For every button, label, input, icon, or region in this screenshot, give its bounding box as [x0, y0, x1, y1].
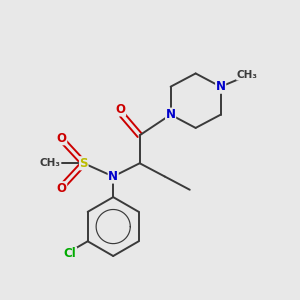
Text: S: S — [80, 157, 88, 170]
Text: CH₃: CH₃ — [237, 70, 258, 80]
Text: Cl: Cl — [64, 247, 76, 260]
Text: N: N — [108, 170, 118, 183]
Text: O: O — [57, 182, 67, 195]
Text: O: O — [57, 132, 67, 145]
Text: N: N — [216, 80, 226, 93]
Text: N: N — [166, 108, 176, 121]
Text: CH₃: CH₃ — [39, 158, 60, 168]
Text: O: O — [116, 103, 126, 116]
